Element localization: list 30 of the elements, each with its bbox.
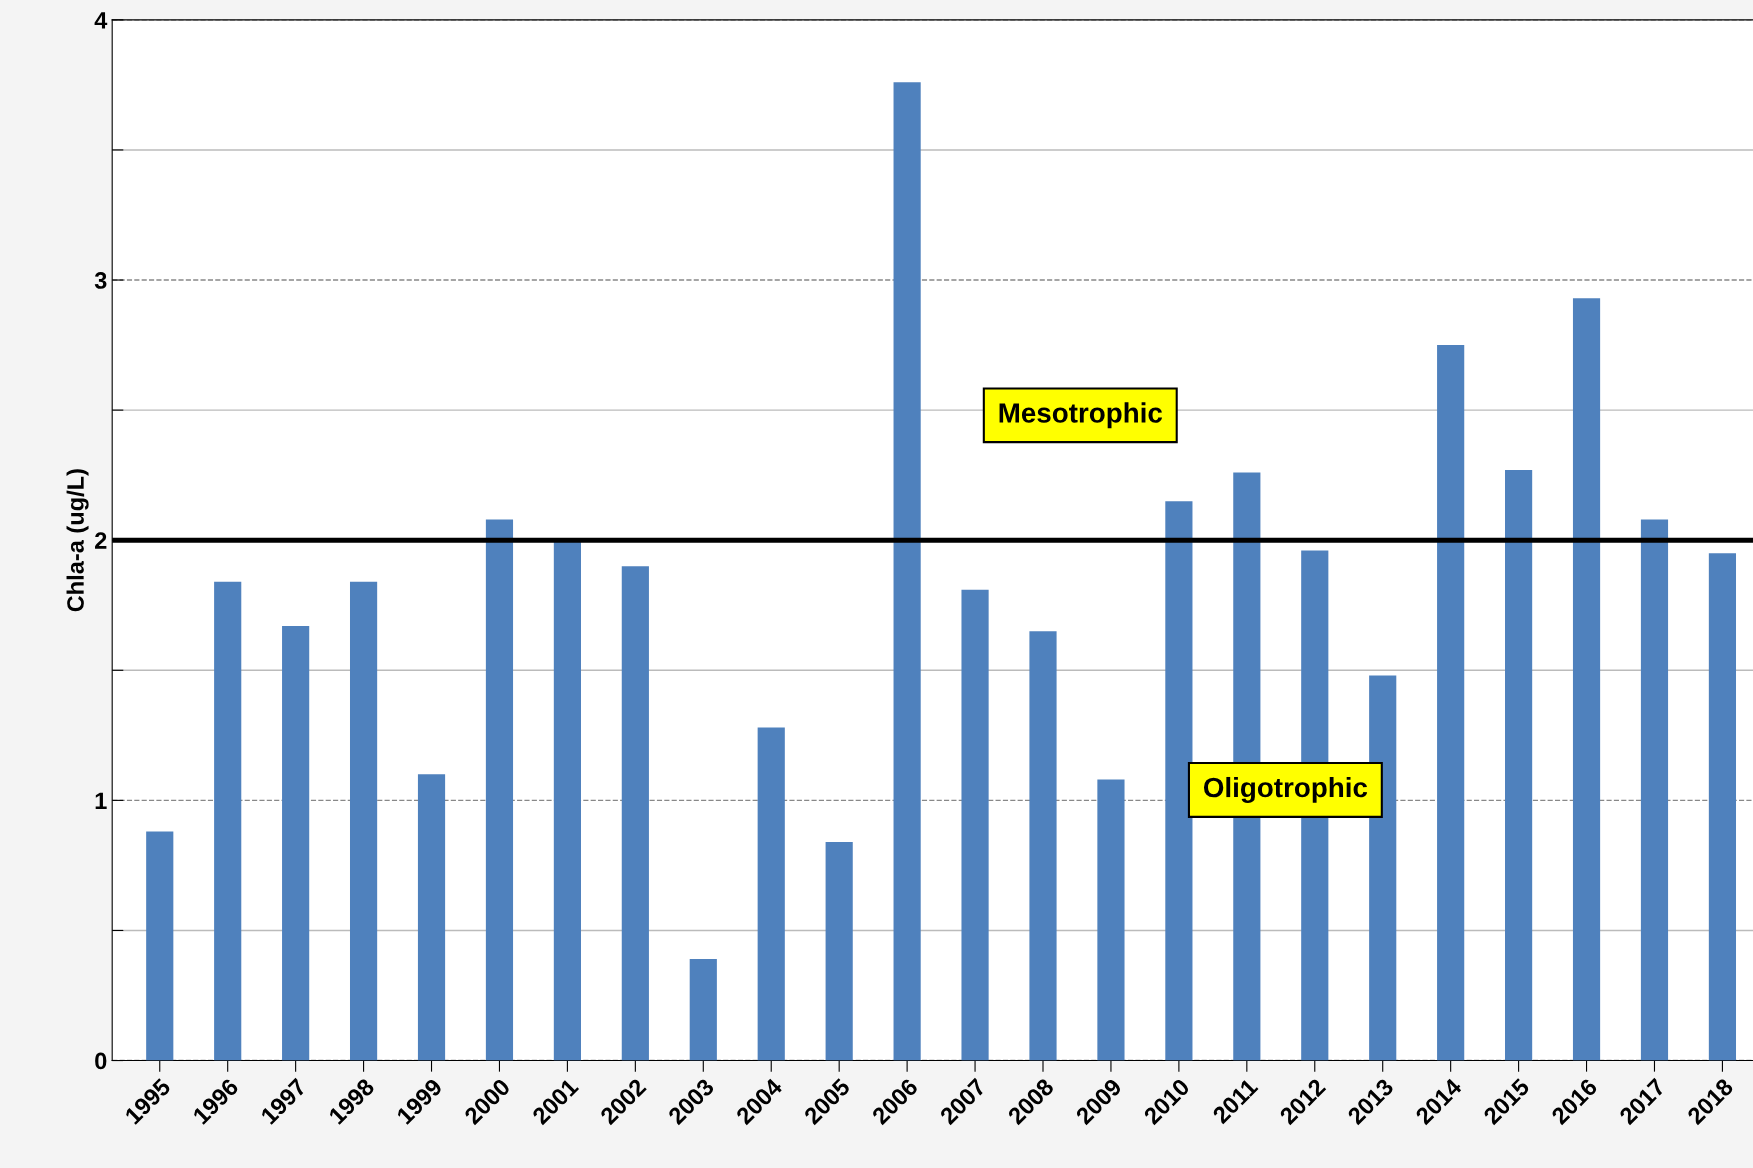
bar [621, 566, 649, 1061]
bar [1369, 675, 1397, 1061]
y-axis-title: Chla-a (ug/L) [66, 469, 89, 612]
bar [1572, 298, 1601, 1061]
bar [349, 581, 378, 1061]
bar [825, 842, 853, 1061]
bar [1708, 553, 1737, 1061]
bar [961, 589, 989, 1061]
y-tick-label: 3 [94, 272, 107, 289]
annotation: Mesotrophic [999, 402, 1163, 429]
bar [417, 774, 446, 1061]
bar [689, 959, 717, 1061]
annotation: Oligotrophic [1203, 776, 1368, 803]
bar [485, 519, 514, 1061]
bar [1505, 469, 1533, 1061]
y-tick-label: 1 [95, 792, 107, 809]
bar [146, 831, 174, 1061]
bar [1165, 501, 1193, 1061]
bar [893, 82, 921, 1061]
bar [757, 727, 785, 1061]
bar [1029, 631, 1057, 1061]
y-tick-label: 0 [95, 1052, 107, 1070]
bar [282, 626, 310, 1061]
bar [1437, 345, 1465, 1061]
y-tick-label: 2 [95, 532, 107, 549]
bar [1097, 779, 1125, 1061]
bar [1640, 519, 1669, 1061]
y-tick-label: 4 [94, 12, 108, 29]
bar [553, 540, 581, 1061]
bar [214, 581, 242, 1061]
